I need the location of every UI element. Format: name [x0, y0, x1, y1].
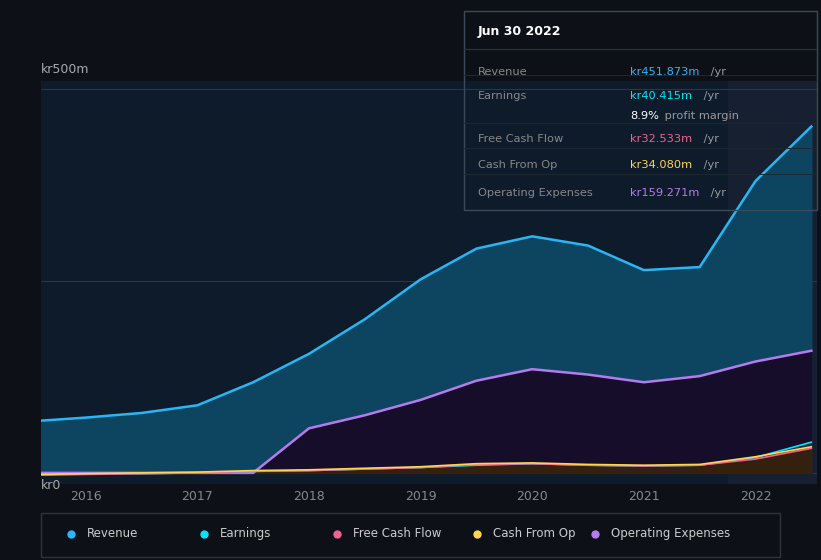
Text: Jun 30 2022: Jun 30 2022 [478, 25, 562, 38]
Text: kr32.533m: kr32.533m [630, 134, 692, 144]
Text: kr451.873m: kr451.873m [630, 67, 699, 77]
Bar [727, 81, 817, 484]
Text: Operating Expenses: Operating Expenses [612, 528, 731, 540]
Text: kr34.080m: kr34.080m [630, 160, 692, 170]
Text: Earnings: Earnings [478, 91, 527, 101]
Text: kr500m: kr500m [41, 63, 89, 76]
Text: Revenue: Revenue [478, 67, 528, 77]
Bar [41, 513, 780, 558]
Text: /yr: /yr [699, 91, 718, 101]
Text: /yr: /yr [699, 160, 718, 170]
Text: Earnings: Earnings [220, 528, 271, 540]
Text: kr159.271m: kr159.271m [630, 188, 699, 198]
Text: kr40.415m: kr40.415m [630, 91, 692, 101]
Text: profit margin: profit margin [661, 111, 739, 120]
Text: Revenue: Revenue [87, 528, 138, 540]
Text: Operating Expenses: Operating Expenses [478, 188, 593, 198]
Text: kr0: kr0 [41, 479, 62, 492]
Text: Cash From Op: Cash From Op [493, 528, 576, 540]
Text: /yr: /yr [699, 134, 718, 144]
Text: Cash From Op: Cash From Op [478, 160, 557, 170]
Text: Free Cash Flow: Free Cash Flow [353, 528, 441, 540]
Text: 8.9%: 8.9% [630, 111, 658, 120]
Text: /yr: /yr [708, 67, 727, 77]
Text: /yr: /yr [708, 188, 727, 198]
Text: Free Cash Flow: Free Cash Flow [478, 134, 563, 144]
